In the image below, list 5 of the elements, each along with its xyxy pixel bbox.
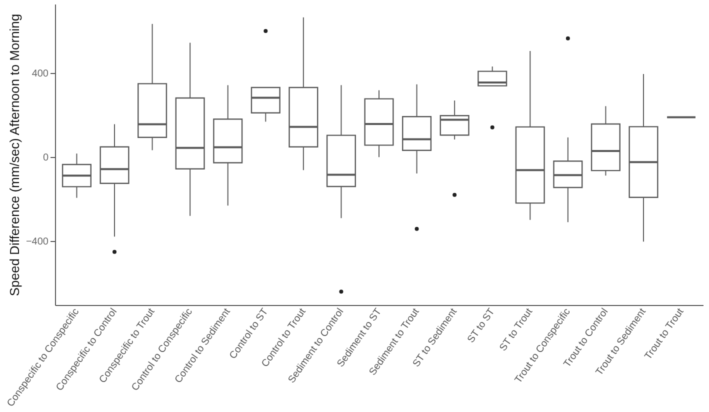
y-axis-title: Speed Difference (mm/sec) Afternoon to Morning — [6, 14, 22, 296]
x-tick-label: ST to ST — [466, 306, 498, 346]
y-tick-label: −400 — [26, 236, 49, 248]
y-tick-label: 0 — [42, 152, 49, 164]
y-tick-label: 400 — [32, 68, 49, 80]
